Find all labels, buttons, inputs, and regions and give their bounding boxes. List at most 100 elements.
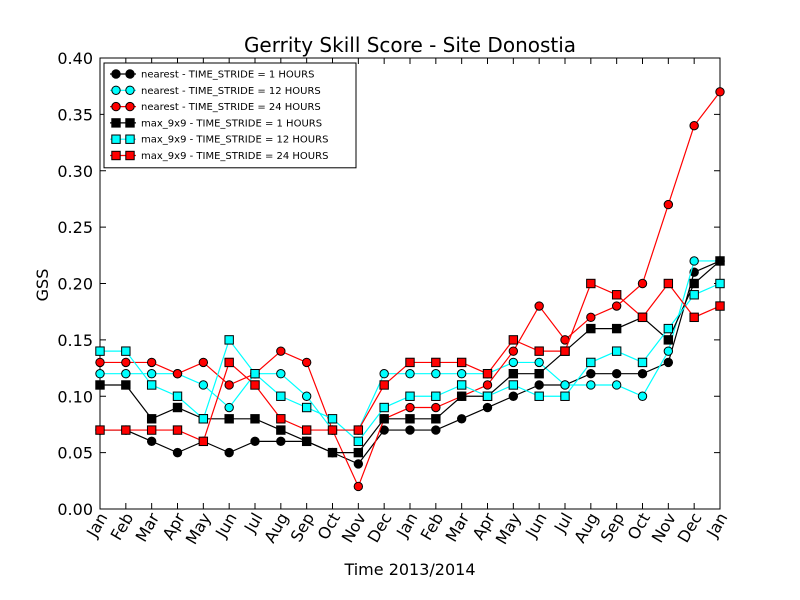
data-point (95, 369, 105, 379)
data-point (508, 369, 519, 379)
legend-label: max_9x9 - TIME_STRIDE = 12 HOURS (141, 135, 328, 146)
data-point (172, 402, 183, 413)
data-point (663, 346, 674, 356)
data-point (198, 414, 209, 424)
y-tick-label: 0.00 (57, 500, 93, 519)
series-5 (95, 278, 725, 447)
data-point (146, 425, 157, 435)
legend-marker (125, 118, 135, 128)
data-point (689, 256, 699, 266)
data-point (482, 369, 493, 379)
data-point (172, 425, 183, 435)
data-point (121, 425, 131, 435)
legend-marker (125, 85, 135, 96)
data-point (431, 414, 441, 424)
data-point (95, 346, 105, 356)
data-point (250, 436, 260, 447)
data-point (146, 369, 157, 379)
data-point (431, 357, 441, 368)
data-point (611, 301, 622, 311)
data-point (586, 357, 596, 368)
data-point (663, 335, 674, 345)
data-point (353, 447, 364, 458)
data-point (534, 346, 544, 356)
data-point (611, 290, 622, 300)
data-point (95, 357, 105, 368)
data-point (586, 369, 596, 379)
legend-box (103, 62, 357, 169)
data-point (456, 414, 467, 424)
data-point (586, 380, 596, 390)
data-point (250, 380, 260, 390)
y-tick-label: 0.20 (57, 275, 93, 294)
legend-marker (111, 69, 121, 79)
data-point (611, 323, 622, 334)
data-point (689, 278, 699, 289)
data-point (534, 369, 544, 379)
chart-title: Gerrity Skill Score - Site Donostia (244, 33, 576, 57)
data-point (456, 391, 467, 401)
legend-marker (125, 150, 135, 161)
legend-marker (125, 69, 135, 79)
data-point (121, 357, 131, 368)
data-point (637, 278, 648, 289)
data-point (250, 369, 260, 379)
x-axis-label: Time 2013/2014 (343, 560, 475, 579)
data-point (534, 391, 544, 401)
legend-marker (125, 101, 135, 112)
data-point (379, 414, 389, 424)
legend-label: nearest - TIME_STRIDE = 1 HOURS (141, 70, 314, 81)
data-point (121, 380, 131, 390)
y-tick-label: 0.35 (57, 105, 93, 124)
data-point (534, 357, 544, 368)
legend-marker (111, 101, 121, 112)
legend-item: max_9x9 - TIME_STRIDE = 1 HOURS (110, 118, 322, 129)
data-point (146, 436, 157, 447)
legend-marker (125, 134, 135, 144)
data-point (379, 380, 389, 390)
data-point (456, 369, 467, 379)
legend-item: nearest - TIME_STRIDE = 12 HOURS (110, 85, 321, 97)
data-point (611, 369, 622, 379)
series-2 (95, 87, 725, 492)
data-point (353, 481, 364, 492)
data-point (121, 346, 131, 356)
data-point (224, 380, 234, 390)
legend-label: nearest - TIME_STRIDE = 12 HOURS (141, 86, 321, 97)
data-point (172, 369, 183, 379)
legend-marker (111, 118, 121, 128)
data-point (482, 402, 493, 413)
data-point (198, 357, 209, 368)
data-point (715, 278, 725, 289)
data-point (637, 369, 648, 379)
data-point (121, 369, 131, 379)
data-point (508, 346, 519, 356)
data-point (663, 357, 674, 368)
data-point (405, 402, 415, 413)
legend-marker (111, 134, 121, 144)
data-point (198, 436, 209, 447)
legend-item: max_9x9 - TIME_STRIDE = 24 HOURS (110, 150, 328, 162)
y-tick-label: 0.40 (57, 49, 93, 68)
legend-item: nearest - TIME_STRIDE = 1 HOURS (110, 69, 314, 81)
legend-marker (111, 150, 121, 161)
data-point (456, 380, 467, 390)
data-point (198, 380, 209, 390)
data-point (431, 425, 441, 435)
y-tick-label: 0.05 (57, 444, 93, 463)
data-point (146, 380, 157, 390)
data-point (405, 357, 415, 368)
data-point (327, 414, 338, 424)
data-point (508, 357, 519, 368)
data-point (431, 369, 441, 379)
y-tick-label: 0.10 (57, 387, 93, 406)
data-point (379, 402, 389, 413)
data-point (95, 380, 105, 390)
data-point (379, 369, 389, 379)
legend-label: max_9x9 - TIME_STRIDE = 24 HOURS (141, 151, 328, 162)
data-point (224, 402, 234, 413)
data-point (172, 391, 183, 401)
data-point (663, 199, 674, 210)
data-point (637, 312, 648, 323)
